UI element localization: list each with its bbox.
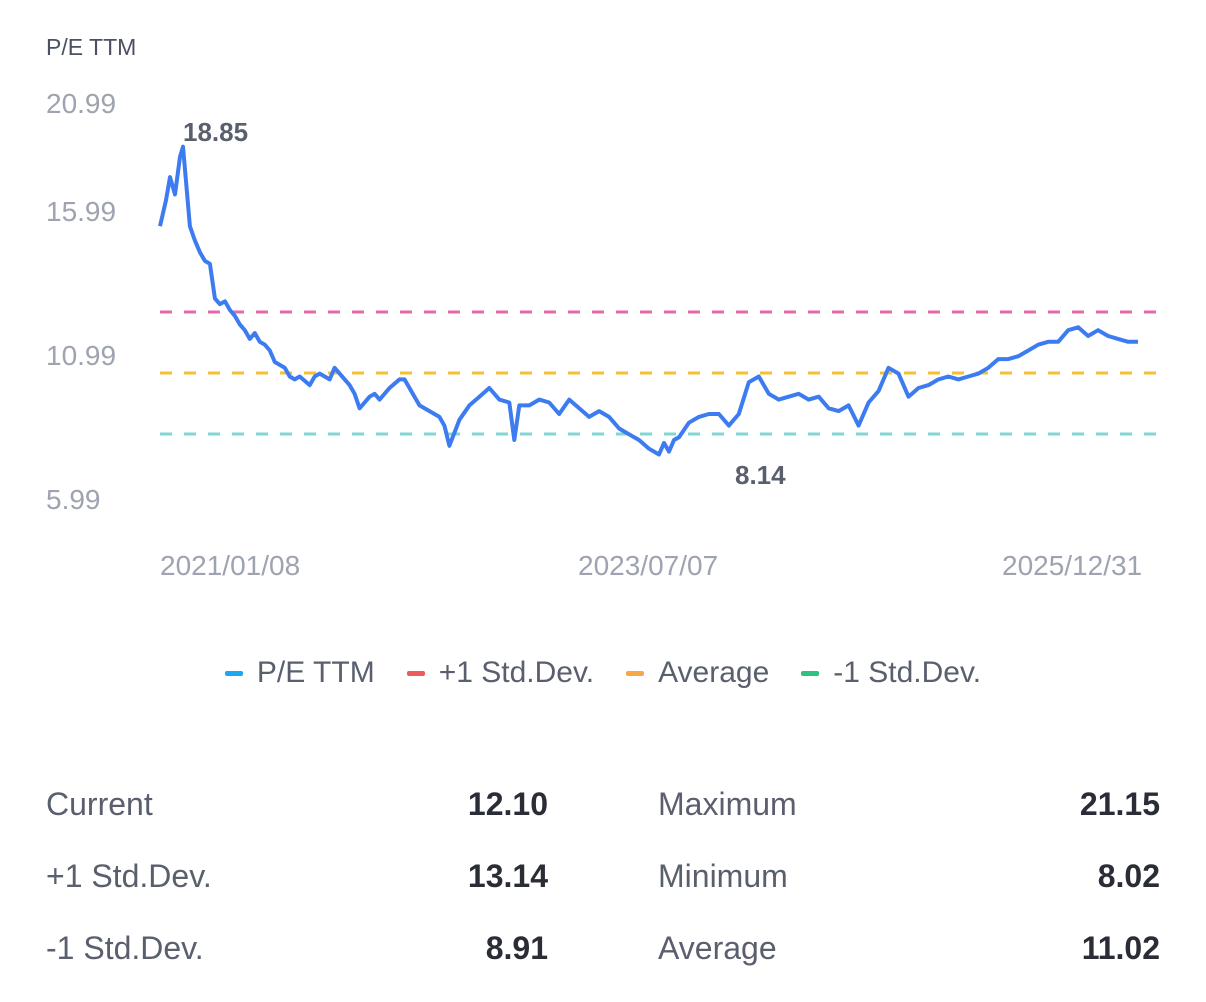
stat-plus-1-std-dev: +1 Std.Dev. 13.14 bbox=[46, 858, 548, 895]
y-tick-label: 10.99 bbox=[46, 340, 117, 371]
stat-value: 12.10 bbox=[467, 785, 548, 822]
legend-item-average[interactable]: Average bbox=[626, 656, 769, 690]
legend-item-plus-1-std-dev[interactable]: +1 Std.Dev. bbox=[406, 656, 595, 690]
stat-value: 21.15 bbox=[1079, 785, 1160, 822]
stats-table: Current 12.10 Maximum 21.15 +1 Std.Dev. … bbox=[46, 768, 1160, 984]
legend-swatch-icon bbox=[406, 670, 425, 676]
legend-label: +1 Std.Dev. bbox=[438, 656, 595, 689]
chart-plot-area[interactable] bbox=[0, 0, 1206, 600]
stat-label: -1 Std.Dev. bbox=[46, 929, 204, 966]
stat-label: Maximum bbox=[658, 785, 797, 822]
stats-row: Current 12.10 Maximum 21.15 bbox=[46, 768, 1160, 840]
legend-swatch-icon bbox=[224, 670, 243, 676]
x-tick-label: 2021/01/08 bbox=[160, 550, 301, 581]
stats-row: +1 Std.Dev. 13.14 Minimum 8.02 bbox=[46, 840, 1160, 912]
stat-minus-1-std-dev: -1 Std.Dev. 8.91 bbox=[46, 930, 548, 967]
y-tick-label: 5.99 bbox=[46, 484, 101, 515]
max-annotation: 18.85 bbox=[183, 117, 249, 147]
y-tick-label: 15.99 bbox=[46, 196, 117, 227]
stat-minimum: Minimum 8.02 bbox=[658, 858, 1160, 895]
stat-current: Current 12.10 bbox=[46, 786, 548, 823]
stat-label: +1 Std.Dev. bbox=[46, 857, 212, 894]
min-annotation: 8.14 bbox=[735, 460, 786, 490]
x-tick-label: 2025/12/31 bbox=[1002, 550, 1143, 581]
y-axis-title: P/E TTM bbox=[46, 34, 137, 60]
legend-item-minus-1-std-dev[interactable]: -1 Std.Dev. bbox=[801, 656, 981, 690]
stat-label: Current bbox=[46, 785, 153, 822]
legend-label: -1 Std.Dev. bbox=[833, 656, 982, 689]
stats-row: -1 Std.Dev. 8.91 Average 11.02 bbox=[46, 912, 1160, 984]
legend-label: P/E TTM bbox=[256, 656, 375, 689]
stat-average: Average 11.02 bbox=[658, 930, 1160, 967]
stat-value: 8.02 bbox=[1097, 857, 1160, 894]
x-tick-label: 2023/07/07 bbox=[578, 550, 719, 581]
legend-label: Average bbox=[658, 656, 770, 689]
legend-swatch-icon bbox=[801, 670, 820, 676]
stat-value: 13.14 bbox=[467, 857, 548, 894]
chart-legend: P/E TTM +1 Std.Dev. Average -1 Std.Dev. bbox=[0, 656, 1206, 690]
legend-swatch-icon bbox=[626, 670, 645, 676]
pe-ttm-line bbox=[158, 144, 1138, 457]
stat-label: Minimum bbox=[658, 857, 788, 894]
legend-item-pe-ttm[interactable]: P/E TTM bbox=[224, 656, 375, 690]
stat-value: 11.02 bbox=[1081, 929, 1160, 966]
stat-maximum: Maximum 21.15 bbox=[658, 786, 1160, 823]
y-tick-label: 20.99 bbox=[46, 88, 117, 119]
stat-label: Average bbox=[658, 929, 777, 966]
stat-value: 8.91 bbox=[485, 929, 548, 966]
